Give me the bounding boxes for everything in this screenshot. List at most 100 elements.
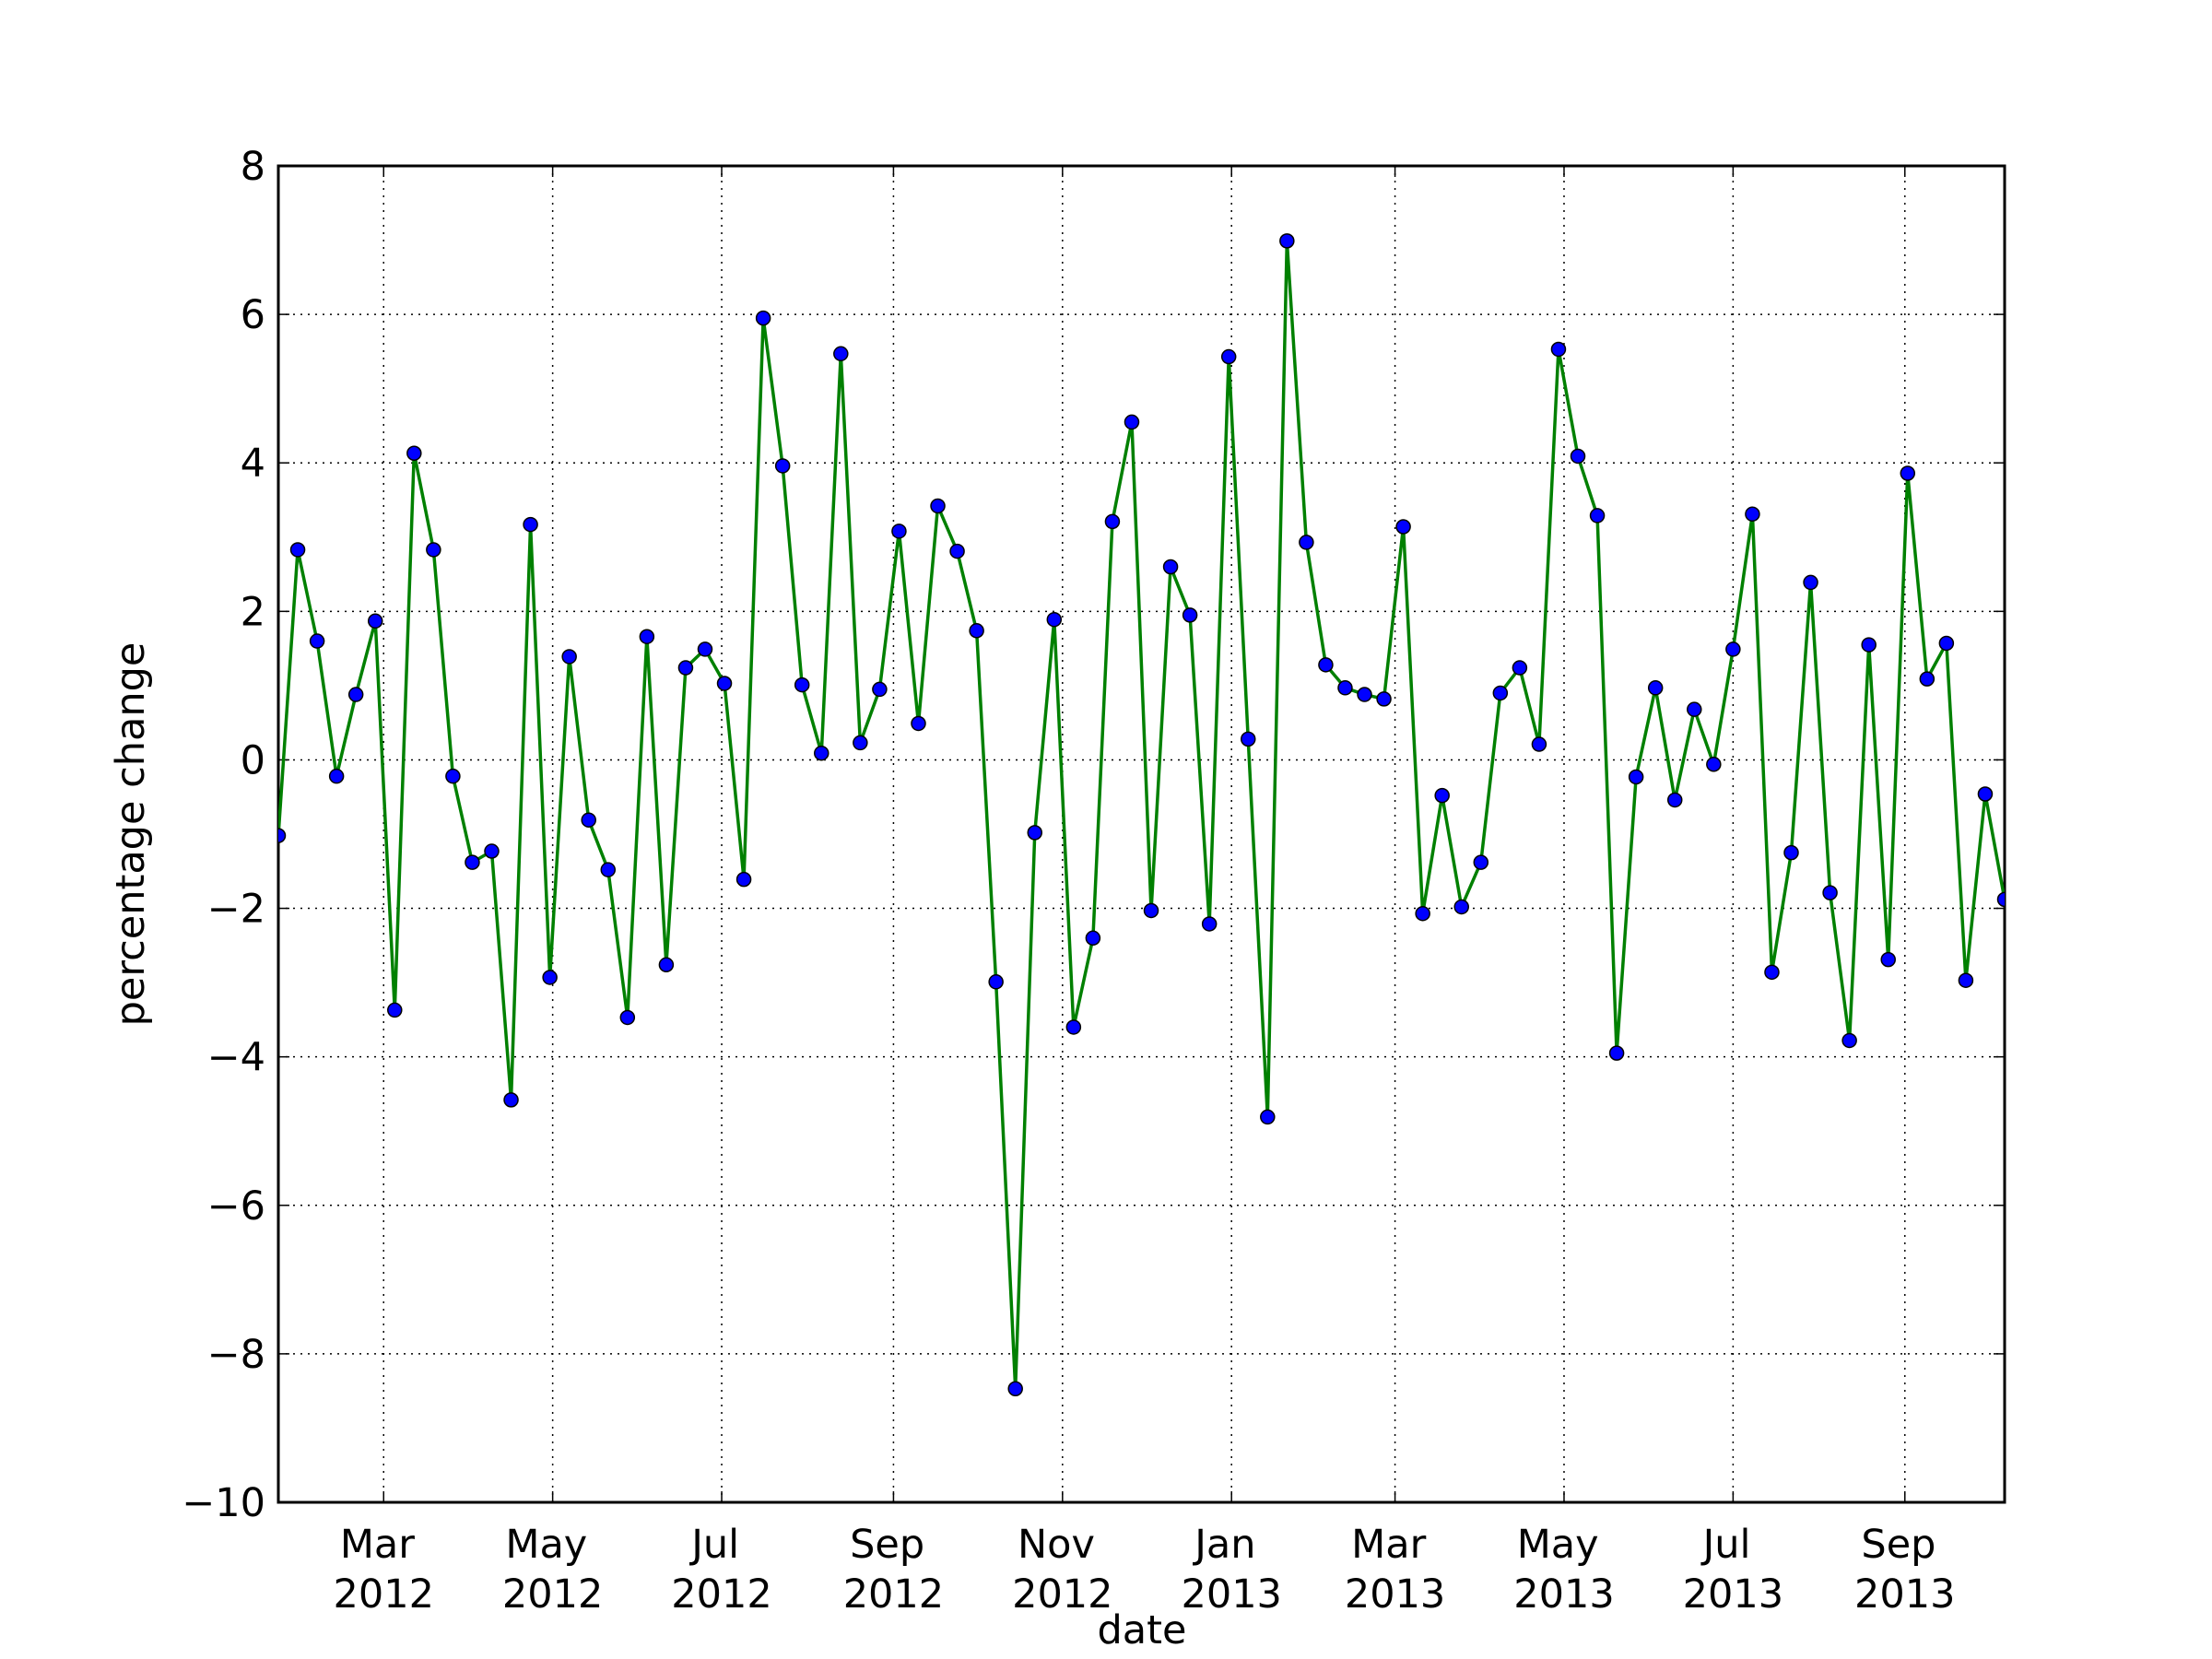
y-tick-label: 2 (241, 589, 265, 635)
data-point (1299, 535, 1314, 550)
data-point (735, 871, 752, 888)
data-point (1647, 680, 1664, 696)
series-line (278, 239, 2005, 1391)
data-point (1958, 972, 1974, 988)
data-point (833, 346, 849, 362)
x-tick-label: Sep 2012 (843, 1522, 944, 1618)
data-point (1395, 519, 1411, 535)
data-point (278, 828, 287, 843)
data-point (814, 745, 830, 761)
x-tick-label: Nov 2012 (1012, 1522, 1112, 1618)
data-point (1182, 607, 1198, 623)
data-point (523, 516, 538, 533)
data-point (1803, 574, 1818, 591)
data-point (1007, 1381, 1023, 1396)
data-point (1279, 233, 1295, 249)
x-tick-label: Jul 2012 (671, 1522, 771, 1618)
data-point (639, 629, 655, 644)
data-point (1492, 685, 1509, 701)
data-point (1357, 687, 1372, 702)
y-tick-label: −8 (207, 1332, 265, 1378)
data-point (1162, 559, 1179, 575)
data-point (406, 445, 422, 461)
data-point (1027, 825, 1043, 841)
data-point (347, 687, 364, 702)
data-point (1046, 611, 1063, 628)
y-tick-label: 6 (241, 292, 265, 338)
data-point (677, 660, 694, 676)
data-point (328, 768, 345, 784)
data-point (1201, 916, 1218, 932)
data-point (484, 843, 500, 859)
y-tick-label: −4 (207, 1035, 265, 1081)
data-point (1841, 1032, 1857, 1049)
data-point (387, 1002, 403, 1018)
data-point (561, 649, 577, 665)
data-point (930, 498, 946, 514)
data-point (755, 310, 771, 326)
data-point (891, 524, 907, 539)
y-tick-label: 4 (241, 441, 265, 487)
y-axis-label: percentage change (108, 642, 154, 1027)
data-point (1453, 899, 1469, 915)
y-tick-label: 0 (241, 737, 265, 783)
data-point (1376, 691, 1392, 707)
data-point (503, 1092, 519, 1108)
x-tick-label: May 2012 (502, 1522, 603, 1618)
data-point (911, 715, 926, 732)
data-point (988, 974, 1004, 990)
data-point (1745, 506, 1760, 523)
data-point (445, 768, 461, 784)
data-point (309, 633, 325, 649)
data-point (1531, 736, 1547, 752)
data-point (1143, 902, 1159, 919)
data-point (1783, 844, 1799, 861)
data-point (969, 623, 984, 639)
y-tick-label: −10 (182, 1480, 265, 1526)
data-point (1919, 671, 1936, 687)
x-tick-label: Jul 2013 (1683, 1522, 1783, 1618)
data-point (1434, 787, 1450, 804)
data-point (1938, 635, 1955, 652)
data-point (1550, 341, 1567, 358)
data-point (600, 862, 617, 877)
data-point (1687, 701, 1702, 717)
data-point (853, 735, 868, 751)
y-tick-label: −2 (207, 887, 265, 933)
data-point (542, 970, 558, 985)
data-point (1512, 660, 1528, 676)
data-point (1706, 757, 1722, 772)
data-point (794, 677, 810, 693)
y-tick-label: −6 (207, 1183, 265, 1230)
x-tick-label: Jan 2013 (1181, 1522, 1281, 1618)
x-axis-label: date (1098, 1607, 1187, 1653)
data-point (1608, 1045, 1625, 1061)
data-point (1570, 448, 1586, 465)
data-point (1415, 905, 1430, 922)
data-point (1628, 769, 1644, 785)
data-point (426, 542, 441, 558)
data-point (658, 957, 675, 973)
x-tick-label: May 2013 (1513, 1522, 1614, 1618)
data-point (1318, 657, 1334, 673)
data-point (1880, 951, 1896, 968)
x-tick-label: Sep 2013 (1854, 1522, 1955, 1618)
data-point (1900, 465, 1916, 481)
y-tick-label: 8 (241, 144, 265, 190)
data-point (367, 613, 383, 629)
data-point (1240, 731, 1256, 747)
data-point (1977, 786, 1994, 802)
data-point (774, 458, 791, 474)
data-point (1085, 930, 1101, 947)
data-point (619, 1009, 636, 1026)
data-point (1065, 1019, 1082, 1035)
data-point (581, 812, 596, 828)
data-point (1861, 637, 1877, 653)
data-point (1473, 854, 1489, 870)
x-tick-label: Mar 2012 (334, 1522, 434, 1618)
data-point (1822, 885, 1838, 900)
data-point (465, 854, 480, 870)
data-point (1260, 1109, 1276, 1125)
